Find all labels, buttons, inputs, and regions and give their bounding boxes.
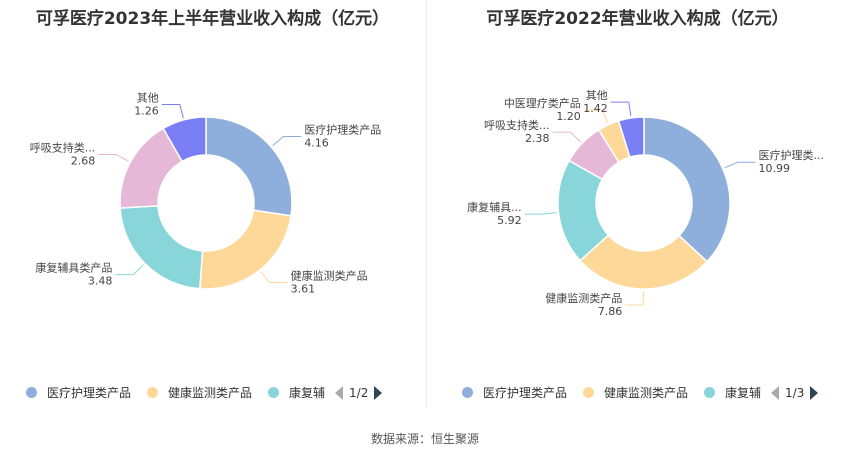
label-leader-line xyxy=(524,212,557,215)
label-leader-line xyxy=(610,101,632,117)
slice-value: 2.38 xyxy=(525,132,550,145)
page-indicator: 1/2 xyxy=(349,385,369,400)
slice-value: 1.42 xyxy=(583,102,608,115)
legend-label: 康复辅 xyxy=(289,386,326,400)
slice-value: 1.20 xyxy=(556,110,581,123)
prev-page-icon[interactable] xyxy=(335,385,344,400)
slice-label: 呼吸支持类... xyxy=(30,141,96,155)
legend-item[interactable]: 健康监测类产品 xyxy=(583,384,688,401)
slice-value: 3.61 xyxy=(291,283,316,296)
legend-dot-icon xyxy=(147,387,159,398)
donut-slice[interactable] xyxy=(162,116,207,163)
prev-page-icon[interactable] xyxy=(771,385,780,400)
label-leader-line xyxy=(583,109,609,124)
legend-dot-icon xyxy=(583,387,595,398)
slice-label: 医疗护理类产品 xyxy=(304,122,381,136)
slice-label: 康复辅具... xyxy=(467,200,522,214)
slice-label: 康复辅具类产品 xyxy=(35,261,112,275)
slice-value: 3.48 xyxy=(88,275,113,288)
legend-item[interactable]: 医疗护理类产品 xyxy=(26,384,131,401)
data-source: 数据来源：恒生聚源 xyxy=(370,432,479,446)
slice-value: 5.92 xyxy=(497,214,522,227)
legend-label: 医疗护理类产品 xyxy=(483,386,568,400)
slice-label: 其他 xyxy=(586,89,608,102)
label-leader-line xyxy=(161,103,184,119)
legend-item[interactable]: 康复辅 xyxy=(268,384,325,401)
page-indicator: 1/3 xyxy=(785,385,805,400)
label-leader-line xyxy=(724,161,756,169)
donut-slice[interactable] xyxy=(119,205,204,290)
legend-pager: 1/3 xyxy=(771,385,819,400)
legend-dot-icon xyxy=(462,387,473,398)
slice-label: 其他 xyxy=(137,91,159,104)
slice-value: 1.26 xyxy=(134,104,159,117)
chart-title-2023h1: 可孚医疗2023年上半年营业收入构成（亿元） xyxy=(35,9,390,29)
legend-2022: 医疗护理类产品 健康监测类产品 康复辅 1/3 xyxy=(462,384,819,401)
slice-label: 医疗护理类... xyxy=(759,148,825,162)
next-page-icon[interactable] xyxy=(810,385,819,400)
legend-item[interactable]: 健康监测类产品 xyxy=(147,384,252,401)
legend-2023h1: 医疗护理类产品 健康监测类产品 康复辅 1/2 xyxy=(26,384,383,401)
slice-label: 呼吸支持类... xyxy=(484,118,550,132)
label-leader-line xyxy=(260,271,288,284)
label-leader-line xyxy=(115,264,144,276)
slice-value: 7.86 xyxy=(598,305,623,318)
legend-dot-icon xyxy=(268,387,280,398)
donut-slice[interactable] xyxy=(579,234,709,290)
slice-value: 10.99 xyxy=(759,162,791,175)
label-leader-line xyxy=(625,290,644,306)
donut-slice[interactable] xyxy=(643,116,731,263)
label-leader-line xyxy=(98,154,129,162)
legend-pager: 1/2 xyxy=(335,385,383,400)
divider xyxy=(426,0,427,408)
slice-value: 4.16 xyxy=(304,136,329,149)
label-leader-line xyxy=(272,135,302,146)
slice-label: 健康监测类产品 xyxy=(291,269,368,283)
legend-label: 康复辅 xyxy=(725,386,762,400)
slice-label: 健康监测类产品 xyxy=(545,291,622,305)
donut-slice[interactable] xyxy=(617,116,645,159)
legend-label: 健康监测类产品 xyxy=(604,386,689,400)
legend-label: 健康监测类产品 xyxy=(168,386,253,400)
legend-dot-icon xyxy=(26,387,37,398)
chart-title-2022: 可孚医疗2022年营业收入构成（亿元） xyxy=(486,9,789,29)
donut-slice[interactable] xyxy=(198,209,292,290)
legend-label: 医疗护理类产品 xyxy=(47,386,132,400)
legend-item[interactable]: 康复辅 xyxy=(704,384,761,401)
slice-value: 2.68 xyxy=(71,155,96,168)
donut-slice[interactable] xyxy=(205,116,293,217)
legend-item[interactable]: 医疗护理类产品 xyxy=(462,384,567,401)
next-page-icon[interactable] xyxy=(374,385,383,400)
slice-label: 中医理疗类产品 xyxy=(504,96,581,110)
legend-dot-icon xyxy=(704,387,716,398)
label-leader-line xyxy=(552,131,581,143)
